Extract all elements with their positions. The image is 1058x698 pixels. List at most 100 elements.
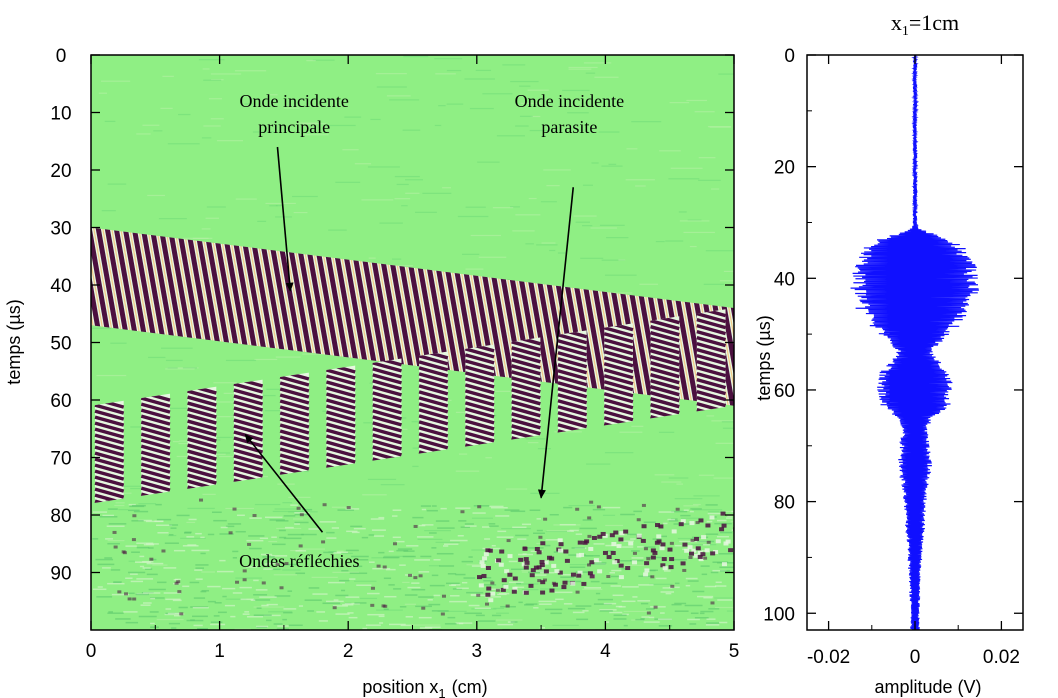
noise-streak: [593, 543, 605, 545]
noise-streak: [392, 509, 402, 511]
noise-streak: [92, 511, 108, 513]
noise-streak: [225, 507, 255, 510]
noise-streak: [632, 596, 638, 598]
noise-streak: [526, 438, 546, 440]
noise-streak: [568, 68, 592, 70]
noise-streak: [538, 600, 557, 603]
noise-streak: [254, 503, 281, 506]
noise-streak: [719, 280, 734, 282]
trace-panel: -0.02 0 0.02 0 20 40 60 80 100 x1=1cm amplitude…: [754, 10, 1024, 697]
noise-streak: [495, 515, 510, 517]
noise-streak: [667, 518, 675, 521]
noise-streak: [536, 244, 558, 246]
noise-streak: [379, 222, 403, 224]
noise-streak: [244, 103, 253, 105]
noise-streak: [442, 187, 451, 189]
noise-streak: [545, 530, 572, 533]
noise-streak: [458, 622, 464, 625]
noise-streak: [586, 463, 611, 465]
noise-streak: [686, 99, 707, 102]
noise-streak: [167, 143, 200, 145]
noise-streak: [582, 519, 593, 521]
noise-streak: [259, 537, 269, 540]
noise-streak: [282, 618, 287, 621]
noise-streak: [285, 563, 297, 566]
parasitic-blip: [697, 554, 703, 559]
noise-streak: [429, 584, 445, 587]
noise-streak: [335, 181, 361, 183]
noise-streak: [491, 614, 502, 617]
parasitic-blip: [521, 562, 527, 567]
parasitic-blip: [542, 578, 547, 582]
parasitic-blip: [440, 612, 445, 616]
noise-streak: [356, 584, 372, 586]
noise-streak: [610, 585, 621, 587]
noise-streak: [464, 525, 477, 527]
parasitic-blip: [632, 551, 637, 555]
reflection-stripe: [603, 350, 634, 362]
parasitic-blip: [523, 557, 529, 562]
noise-streak: [384, 595, 397, 598]
reflection-stripe: [326, 398, 356, 410]
noise-streak: [471, 549, 486, 551]
noise-streak: [521, 569, 536, 571]
noise-streak: [283, 611, 293, 614]
noise-streak: [294, 523, 300, 525]
parasitic-blip: [690, 538, 695, 542]
noise-streak: [184, 531, 192, 534]
noise-streak: [466, 591, 484, 594]
noise-streak: [96, 374, 127, 377]
noise-streak: [696, 595, 714, 598]
noise-streak: [235, 577, 263, 579]
parasitic-blip: [486, 586, 492, 591]
noise-streak: [560, 576, 575, 578]
noise-streak: [493, 607, 505, 610]
noise-streak: [465, 268, 484, 270]
reflection-stripe: [464, 359, 495, 371]
noise-streak: [197, 627, 208, 630]
parasitic-blip: [393, 542, 398, 546]
noise-streak: [202, 493, 216, 495]
reflection-stripe: [372, 433, 402, 445]
reflection-stripe: [603, 398, 634, 410]
parasitic-blip: [275, 563, 280, 567]
noise-streak: [563, 506, 573, 509]
band-parasitic: [105, 498, 734, 616]
noise-streak: [631, 557, 644, 559]
noise-streak: [411, 582, 420, 584]
noise-streak: [165, 359, 183, 362]
parasitic-blip: [698, 557, 704, 562]
reflection-stripe: [187, 401, 217, 413]
reflection-stripe: [326, 374, 356, 386]
reflection-stripe: [696, 390, 727, 402]
noise-streak: [601, 582, 618, 585]
noise-streak: [170, 527, 177, 529]
noise-streak: [202, 401, 234, 403]
noise-streak: [621, 600, 636, 603]
reflection-stripe: [464, 431, 495, 443]
reflection-stripe: [696, 366, 727, 378]
noise-streak: [152, 564, 168, 566]
noise-streak: [437, 610, 467, 612]
noise-streak: [165, 608, 172, 610]
noise-streak: [640, 602, 649, 605]
noise-streak: [704, 585, 717, 588]
noise-streak: [687, 580, 699, 582]
parasitic-blip: [606, 575, 611, 579]
noise-streak: [354, 565, 363, 568]
noise-streak: [643, 621, 660, 623]
noise-streak: [708, 511, 725, 513]
noise-streak: [625, 564, 650, 566]
noise-streak: [663, 522, 668, 525]
noise-streak: [156, 518, 172, 521]
noise-streak: [510, 206, 520, 208]
noise-streak: [722, 427, 734, 429]
noise-streak: [539, 627, 546, 629]
noise-streak: [698, 157, 716, 159]
parasitic-blip: [124, 592, 129, 596]
noise-streak: [462, 253, 480, 255]
heatmap-annotations: Onde incidente principale Onde incidente pa…: [239, 91, 624, 571]
noise-streak: [457, 215, 489, 218]
noise-streak: [108, 523, 127, 525]
reflection-stripe: [603, 374, 634, 386]
